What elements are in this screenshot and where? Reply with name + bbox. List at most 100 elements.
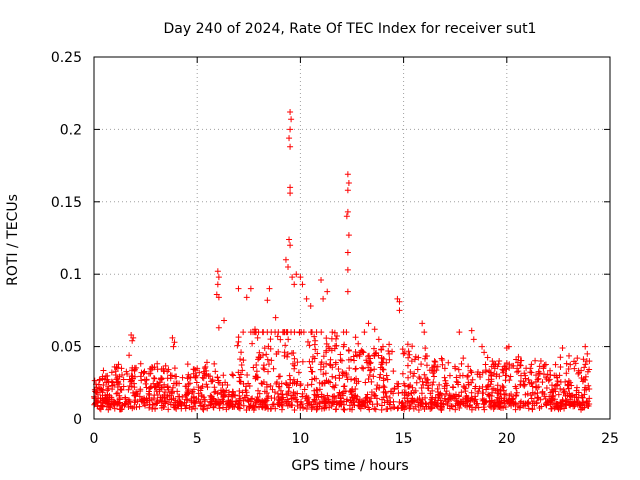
data-point [517,377,524,384]
data-point [306,358,313,365]
data-point [299,401,306,408]
data-point [541,361,548,368]
data-point [193,398,200,405]
data-point [259,403,266,410]
data-point [499,366,506,373]
data-point [585,382,592,389]
data-point [169,384,176,391]
data-points [91,109,593,414]
data-point [565,365,572,372]
data-point [356,353,363,360]
x-tick-label: 0 [90,431,99,447]
data-point [304,396,311,403]
data-point [567,361,574,368]
data-point [174,399,181,406]
data-point [415,401,422,408]
data-point [148,383,155,390]
data-point [557,385,564,392]
data-point [326,404,333,411]
data-point [278,380,285,387]
data-point [527,369,534,376]
data-point [493,373,500,380]
data-point [396,307,403,314]
data-point [411,356,418,363]
data-point [211,384,218,391]
data-point [118,387,125,394]
x-axis-label: GPS time / hours [291,458,408,474]
data-point [584,350,591,357]
data-point [370,373,377,380]
data-point [104,387,111,394]
data-point [385,347,392,354]
data-point [326,399,333,406]
data-point [571,365,578,372]
data-point [345,179,352,186]
data-point [111,405,118,412]
data-point [299,281,306,288]
data-point [94,391,101,398]
data-point [346,365,353,372]
data-point [366,358,373,365]
data-point [310,353,317,360]
data-point [243,407,250,414]
data-point [164,375,171,382]
data-point [203,359,210,366]
data-point [284,402,291,409]
data-point [113,390,120,397]
data-point [458,360,465,367]
data-point [129,364,136,371]
x-tick-label: 20 [498,431,516,447]
data-point [329,373,336,380]
data-point [583,357,590,364]
data-point [557,354,564,361]
data-point [408,390,415,397]
data-point [341,406,348,413]
data-point [383,406,390,413]
data-point [364,394,371,401]
data-point [563,360,570,367]
data-point [214,374,221,381]
data-point [154,392,161,399]
data-point [434,400,441,407]
data-point [116,394,123,401]
data-point [162,398,169,405]
data-point [362,379,369,386]
axis-ticks: 0 5 10 15 20 25 0 0.05 0.1 0.15 0.2 0.25 [51,50,619,447]
data-point [117,386,124,393]
data-point [438,355,445,362]
data-point [536,363,543,370]
data-point [418,361,425,368]
data-point [468,369,475,376]
data-point [241,394,248,401]
data-point [146,391,153,398]
data-point [140,370,147,377]
data-point [479,343,486,350]
data-point [380,383,387,390]
data-point [452,391,459,398]
data-point [122,395,129,402]
data-point [369,401,376,408]
data-point [311,387,318,394]
data-point [371,326,378,333]
data-point [303,295,310,302]
data-point [128,377,135,384]
data-point [371,366,378,373]
data-point [307,303,314,310]
data-point [574,399,581,406]
data-point [104,376,111,383]
data-point [557,364,564,371]
data-point [500,404,507,411]
data-point [116,381,123,388]
data-point [513,369,520,376]
data-point [371,405,378,412]
data-point [371,391,378,398]
data-point [549,393,556,400]
data-point [127,403,134,410]
data-point [515,368,522,375]
data-point [547,372,554,379]
data-point [247,285,254,292]
data-point [508,396,515,403]
data-point [492,387,499,394]
data-point [132,392,139,399]
